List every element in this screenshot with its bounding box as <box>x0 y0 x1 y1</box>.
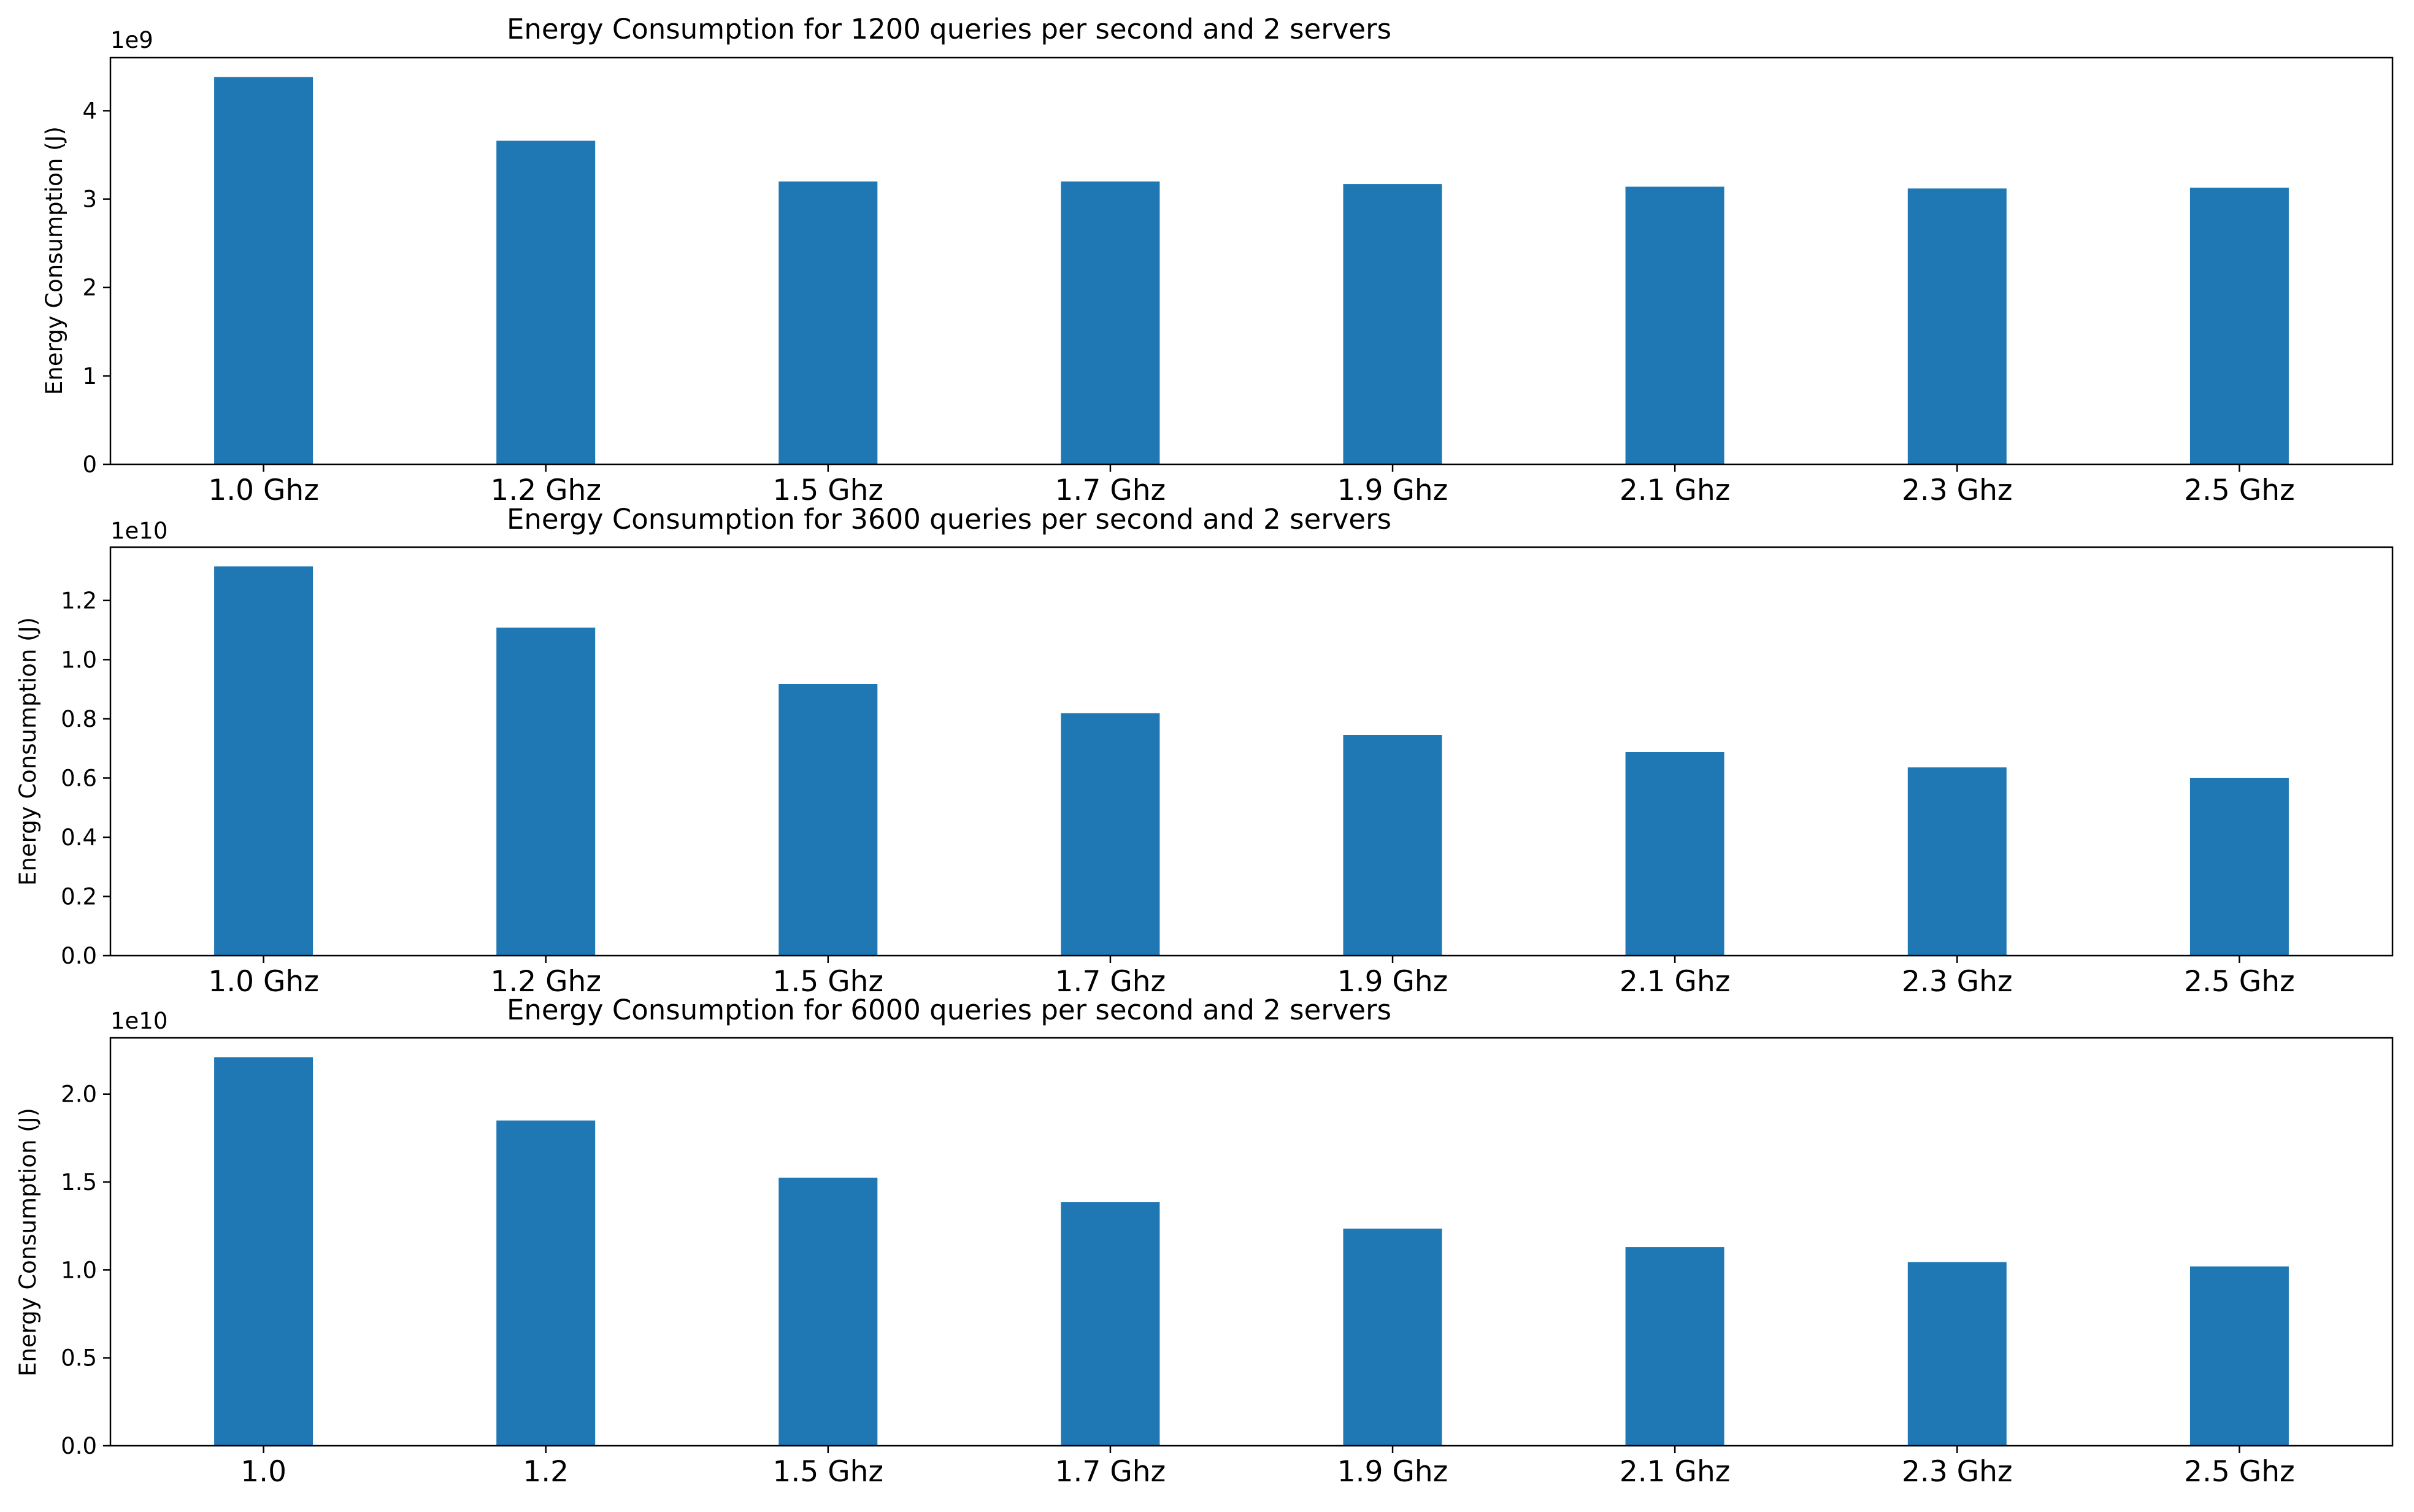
y-tick-label: 4 <box>82 98 97 124</box>
x-tick-label: 1.7 Ghz <box>1055 1455 1166 1489</box>
x-tick-label: 1.9 Ghz <box>1337 965 1448 999</box>
bar-1 <box>214 566 313 956</box>
bar-5 <box>1343 735 1442 956</box>
x-tick-label: 1.0 Ghz <box>208 965 319 999</box>
plot-frame <box>109 546 2394 957</box>
y-tick-label: 0 <box>82 451 97 478</box>
x-tick-label: 2.3 Ghz <box>1902 1455 2013 1489</box>
bar-7 <box>1907 767 2007 956</box>
bar-4 <box>1061 181 1160 464</box>
bars <box>214 566 2289 956</box>
bar-5 <box>1343 1229 1442 1446</box>
plot-frame <box>109 1037 2394 1447</box>
bar-1 <box>214 1057 313 1446</box>
y-tick-label: 1 <box>82 363 97 390</box>
subplot-1: Energy Consumption for 1200 queries per … <box>41 13 2394 507</box>
y-tick-label: 0.8 <box>61 706 97 732</box>
x-tick-label: 2.5 Ghz <box>2184 474 2295 507</box>
x-tick-label: 1.9 Ghz <box>1337 1455 1448 1489</box>
y-offset-label: 1e10 <box>110 518 167 544</box>
x-tick-label: 1.5 Ghz <box>773 965 884 999</box>
bar-2 <box>496 1120 596 1446</box>
x-tick-label: 1.0 <box>240 1455 286 1489</box>
y-tick-label: 0.2 <box>61 883 97 910</box>
chart-title: Energy Consumption for 3600 queries per … <box>507 503 1391 535</box>
x-tick-label: 1.5 Ghz <box>773 1455 884 1489</box>
bar-6 <box>1625 752 1724 956</box>
y-ticks: 0.0 0.5 1.0 1.5 2.0 <box>61 1081 110 1459</box>
x-ticks: 1.0 Ghz 1.2 Ghz 1.5 Ghz 1.7 Ghz 1.9 Ghz 2.1 G… <box>208 956 2295 999</box>
bar-6 <box>1625 1247 1724 1446</box>
bar-1 <box>214 77 313 464</box>
subplot-2: Energy Consumption for 3600 queries per … <box>15 503 2394 999</box>
y-tick-label: 2.0 <box>61 1081 97 1108</box>
x-tick-label: 2.1 Ghz <box>1620 1455 1731 1489</box>
bar-3 <box>778 181 878 464</box>
x-tick-label: 1.2 Ghz <box>490 965 601 999</box>
y-tick-label: 1.5 <box>61 1169 97 1195</box>
y-offset-label: 1e9 <box>110 27 153 53</box>
x-tick-label: 1.7 Ghz <box>1055 474 1166 507</box>
bar-6 <box>1625 186 1724 464</box>
bar-5 <box>1343 184 1442 464</box>
x-tick-label: 2.1 Ghz <box>1620 965 1731 999</box>
x-ticks: 1.0 Ghz 1.2 Ghz 1.5 Ghz 1.7 Ghz 1.9 Ghz 2.1 G… <box>208 464 2295 507</box>
y-ticks: 0.0 0.2 0.4 0.6 0.8 1.0 1.2 <box>61 588 110 969</box>
x-tick-label: 2.1 Ghz <box>1620 474 1731 507</box>
y-tick-label: 0.0 <box>61 943 97 969</box>
y-tick-label: 0.6 <box>61 765 97 791</box>
y-axis-label: Energy Consumption (J) <box>15 617 41 886</box>
x-tick-label: 1.7 Ghz <box>1055 965 1166 999</box>
bars <box>214 1057 2289 1446</box>
x-ticks: 1.0 1.2 1.5 Ghz 1.7 Ghz 1.9 Ghz 2.1 Ghz 2.3 Gh… <box>240 1446 2295 1489</box>
x-tick-label: 1.2 Ghz <box>490 474 601 507</box>
bar-2 <box>496 627 596 956</box>
y-ticks: 0 1 2 3 4 <box>82 98 110 478</box>
subplot-3: Energy Consumption for 6000 queries per … <box>15 994 2394 1489</box>
x-tick-label: 1.2 <box>523 1455 569 1489</box>
y-tick-label: 2 <box>82 275 97 301</box>
bar-7 <box>1907 188 2007 464</box>
bar-8 <box>2189 187 2289 464</box>
x-tick-label: 2.3 Ghz <box>1902 474 2013 507</box>
bar-3 <box>778 684 878 956</box>
bar-4 <box>1061 713 1160 956</box>
y-offset-label: 1e10 <box>110 1008 167 1034</box>
y-tick-label: 1.0 <box>61 647 97 673</box>
y-tick-label: 0.0 <box>61 1433 97 1459</box>
x-tick-label: 2.3 Ghz <box>1902 965 2013 999</box>
bar-8 <box>2189 778 2289 956</box>
y-axis-label: Energy Consumption (J) <box>41 126 67 395</box>
y-axis-label: Energy Consumption (J) <box>15 1108 41 1376</box>
y-tick-label: 3 <box>82 186 97 213</box>
x-tick-label: 2.5 Ghz <box>2184 1455 2295 1489</box>
chart-title: Energy Consumption for 1200 queries per … <box>507 13 1391 45</box>
x-tick-label: 1.0 Ghz <box>208 474 319 507</box>
x-tick-label: 1.9 Ghz <box>1337 474 1448 507</box>
y-tick-label: 0.4 <box>61 824 97 851</box>
bars <box>214 77 2289 464</box>
plot-frame <box>109 56 2394 466</box>
y-tick-label: 0.5 <box>61 1345 97 1372</box>
y-tick-label: 1.2 <box>61 588 97 614</box>
y-tick-label: 1.0 <box>61 1257 97 1283</box>
x-tick-label: 2.5 Ghz <box>2184 965 2295 999</box>
bar-7 <box>1907 1262 2007 1446</box>
chart-title: Energy Consumption for 6000 queries per … <box>507 994 1391 1026</box>
bar-3 <box>778 1177 878 1446</box>
x-tick-label: 1.5 Ghz <box>773 474 884 507</box>
bar-8 <box>2189 1266 2289 1446</box>
bar-2 <box>496 140 596 464</box>
bar-4 <box>1061 1202 1160 1446</box>
